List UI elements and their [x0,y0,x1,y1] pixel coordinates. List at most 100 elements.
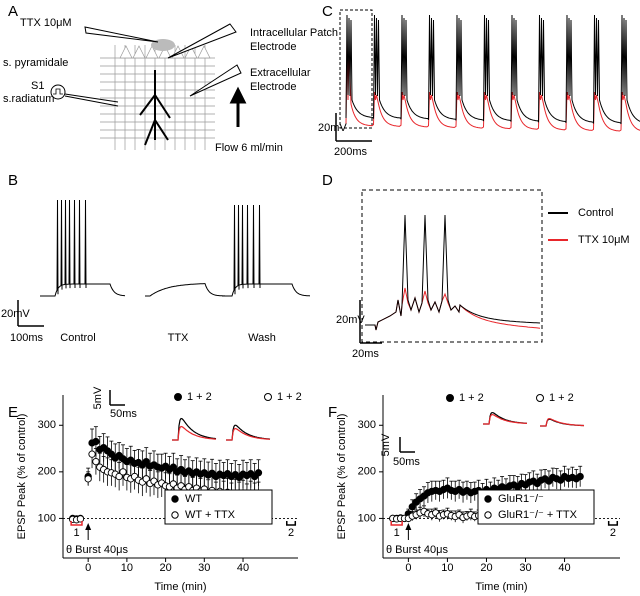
scale-label: 5mV [380,433,392,456]
inset-trace [483,413,527,425]
trace [345,39,640,132]
x-tick-label: 10 [121,562,133,574]
data-point [84,475,92,483]
annotation: Extracellular [250,67,311,79]
annotation: Electrode [250,41,296,53]
x-axis-label: Time (min) [475,581,527,593]
data-point [119,468,127,476]
legend-marker [171,511,179,519]
flow-arrow [229,86,247,127]
y-tick-label: 300 [38,419,56,431]
stim-wire [64,95,119,107]
data-point [576,472,584,481]
data-point [88,450,96,458]
annotation: s.radiatum [3,93,54,105]
stimulus-arrowhead [85,523,92,530]
panel-label: E [8,404,18,421]
annotation: 1 [394,527,400,539]
panel-label: F [328,404,337,421]
y-tick-label: 100 [38,512,56,524]
y-tick-label: 200 [38,466,56,478]
trace [145,283,225,297]
cell [132,45,146,59]
inset-trace [226,427,271,441]
data-point [169,463,177,471]
x-tick-label: 40 [558,562,570,574]
x-tick-label: 30 [198,562,210,574]
legend-label: GluR1⁻/⁻ [498,493,544,505]
scale-label: 5mV [92,386,104,409]
condition-label: Wash [248,332,276,344]
y-axis-label: EPSP Peak (% of control) [336,414,348,540]
annotation: Intracellular Patch [250,27,338,39]
scale-label: 50ms [110,408,137,420]
y-tick-label: 200 [358,466,376,478]
legend-box [164,489,273,525]
condition-label: TTX [168,332,189,344]
trace [345,14,640,125]
inset-marker [174,393,182,401]
cell [158,45,172,59]
patch-pipette [167,23,237,59]
data-point [142,457,150,466]
legend-marker [171,495,179,503]
x-tick-label: 0 [85,562,91,574]
scale-label: 20ms [352,348,379,360]
panel-label: B [8,172,18,189]
legend-marker [484,495,492,503]
legend-box [477,489,595,525]
trace [365,214,541,331]
x-tick-label: 20 [159,562,171,574]
inset-trace [172,417,217,441]
cell [119,45,133,59]
y-axis-label: EPSP Peak (% of control) [16,414,28,540]
legend-label: GluR1⁻/⁻ + TTX [498,509,578,521]
data-point [254,469,263,477]
panel-label: A [8,3,18,20]
inset-label: 1 + 2 [459,392,484,404]
inset-marker [446,394,454,402]
annotation: S1 [31,80,44,92]
annotation: 1 [73,527,79,539]
end-bracket [286,521,297,526]
cell [184,45,198,59]
annotation: 2 [610,527,616,539]
cell [145,45,159,59]
annotation: 2 [288,527,294,539]
legend-marker [484,511,492,519]
trace [40,199,126,297]
legend-label: Control [578,207,613,219]
scale-label: 20mV [336,314,365,326]
y-tick-label: 300 [358,419,376,431]
inset-marker [536,394,544,402]
legend-label: TTX 10μM [578,234,630,246]
inset-marker [264,393,272,401]
scale-label: 20mV [318,122,347,134]
recorded-cell [139,70,171,146]
inset-label: 1 + 2 [187,391,212,403]
data-point [408,503,416,511]
x-tick-label: 0 [405,562,411,574]
trace [222,204,311,297]
stimulator [50,84,66,100]
annotation: θ Burst 40μs [66,544,128,556]
stim-wire [64,93,119,103]
legend-label: WT [185,493,202,505]
baseline-bracket [70,521,83,526]
extracellular-pipette [189,64,242,97]
data-point [92,457,100,466]
legend-label: WT + TTX [185,509,236,521]
annotation: TTX 10μM [20,17,72,29]
stimulus-arrowhead [405,523,412,530]
highlight-box [339,9,373,129]
stimulator-pulse [53,88,63,95]
inset-trace [172,425,217,441]
zoom-box [361,189,543,343]
data-point [76,515,85,523]
scale-label: 20mV [1,308,30,320]
annotation: s. pyramidale [3,57,68,69]
scale-label: 200ms [334,146,368,158]
condition-label: Control [60,332,95,344]
